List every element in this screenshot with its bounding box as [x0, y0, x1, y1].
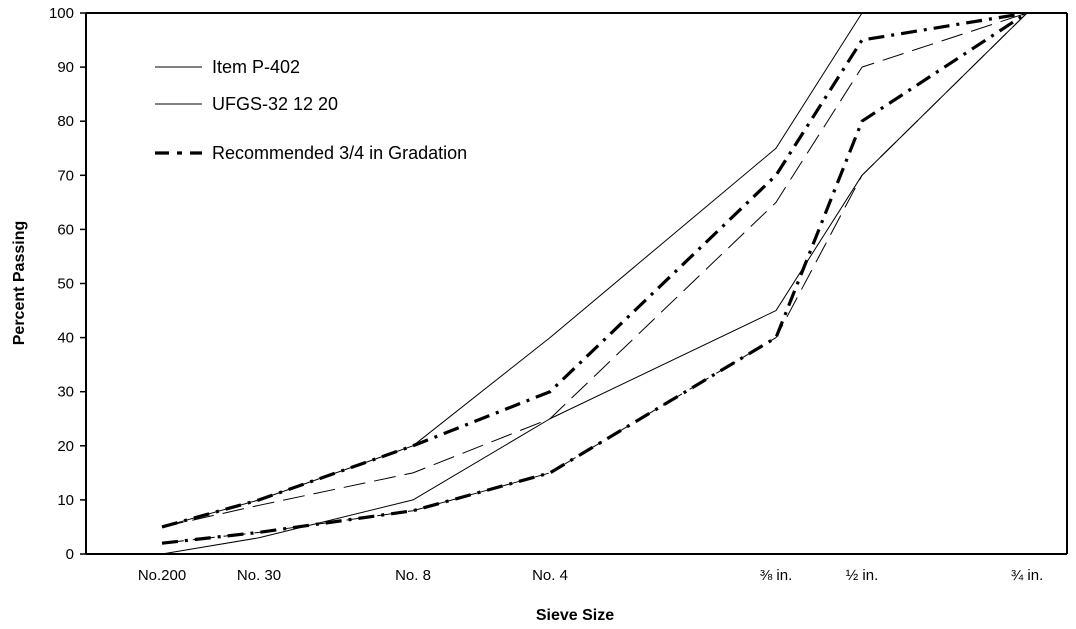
legend: Item P-402 UFGS-32 12 20 Recommended 3/4 i… — [155, 57, 467, 163]
y-tick-label: 70 — [57, 167, 74, 184]
x-tick-label: ½ in. — [846, 567, 879, 584]
x-tick-label: No. 8 — [395, 567, 431, 584]
y-tick-label: 60 — [57, 221, 74, 238]
series-line-ufgs-32-12-20-lower — [161, 13, 1028, 554]
series-line-recommended-3-4-in-gradation-upper — [161, 13, 1028, 529]
x-tick-label: No. 30 — [237, 567, 281, 584]
y-axis-title: Percent Passing — [11, 221, 28, 346]
legend-label-recommended-3-4-in-gradation: Recommended 3/4 in Gradation — [212, 143, 467, 163]
series-line-ufgs-32-12-20-upper — [161, 13, 1027, 528]
y-tick-label: 90 — [57, 59, 74, 76]
x-tick-label: ⅜ in. — [760, 567, 793, 584]
series-line-item-p-402-lower — [161, 13, 1028, 544]
series-line-recommended-3-4-in-gradation-lower — [161, 13, 1028, 545]
y-tick-label: 80 — [57, 113, 74, 130]
y-tick-label: 0 — [66, 546, 74, 563]
legend-label-ufgs-32-12-20: UFGS-32 12 20 — [212, 94, 338, 114]
y-tick-label: 30 — [57, 384, 74, 401]
legend-label-item-p-402: Item P-402 — [212, 57, 300, 77]
y-tick-label: 100 — [49, 5, 74, 22]
x-tick-label: No. 4 — [532, 567, 568, 584]
series-line-item-p-402-upper — [161, 13, 1028, 528]
x-axis-title: Sieve Size — [536, 607, 614, 624]
y-tick-label: 20 — [57, 438, 74, 455]
x-tick-label: No.200 — [138, 567, 186, 584]
series-layer — [161, 13, 1028, 554]
axes-layer: 0 10 20 30 40 50 60 70 80 90 100 No.200 No. 30 No. 8 N… — [49, 5, 1068, 584]
y-tick-label: 40 — [57, 330, 74, 347]
x-tick-label: ¾ in. — [1011, 567, 1044, 584]
y-tick-label: 10 — [57, 492, 74, 509]
y-tick-label: 50 — [57, 276, 74, 293]
